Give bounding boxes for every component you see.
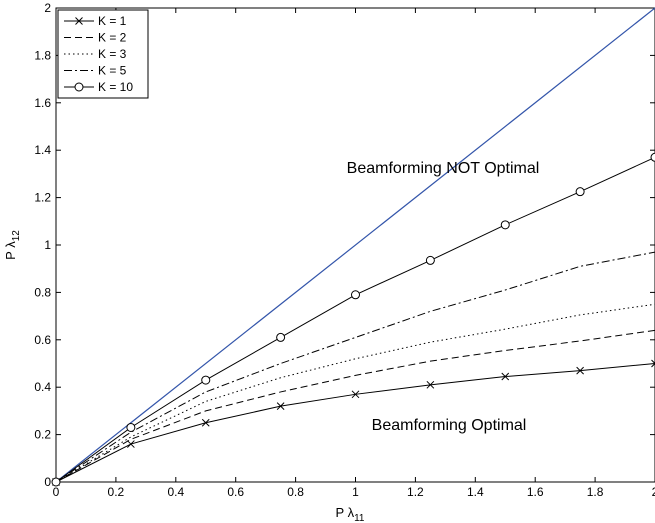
x-axis-label-subscript: 11 bbox=[354, 513, 365, 523]
x-tick-label: 0.2 bbox=[108, 485, 125, 499]
legend-marker bbox=[75, 17, 83, 25]
x-tick-label: 0.8 bbox=[287, 485, 304, 499]
data-point-marker bbox=[126, 422, 136, 432]
legend: K = 1 K = 2 K = 3 K = 5 K = 10 bbox=[57, 9, 149, 99]
x-tick-label: 1.2 bbox=[407, 485, 424, 499]
annotation-not-optimal: Beamforming NOT Optimal bbox=[347, 160, 540, 177]
legend-label: K = 5 bbox=[98, 64, 127, 78]
x-axis-label-main: P λ bbox=[336, 505, 355, 520]
data-point-marker bbox=[501, 372, 510, 381]
legend-label: K = 1 bbox=[98, 14, 127, 28]
data-point-marker bbox=[127, 440, 135, 448]
data-point-marker bbox=[201, 418, 210, 427]
axis-ticks: 0 0.2 0.4 0.6 0.8 1 1.2 1.4 1.6 1.8 2 0 0.2 0.4 0.6 0.8… bbox=[34, 1, 655, 499]
y-axis-label-main: P λ bbox=[3, 241, 18, 260]
data-point-marker bbox=[426, 380, 435, 389]
y-tick-label: 1.2 bbox=[34, 191, 51, 205]
x-tick-label: 0 bbox=[53, 485, 60, 499]
legend-items: K = 1 K = 2 K = 3 K = 5 K = 10 bbox=[64, 14, 133, 94]
data-point-marker bbox=[276, 332, 286, 342]
x-tick-label: 1 bbox=[352, 485, 359, 499]
data-point-marker bbox=[650, 152, 655, 162]
y-tick-label: 2 bbox=[44, 1, 51, 15]
data-point-marker bbox=[51, 477, 61, 487]
data-point-marker bbox=[351, 390, 360, 399]
y-tick-label: 1 bbox=[44, 238, 51, 252]
x-tick-label: 0.4 bbox=[167, 485, 184, 499]
reference-line bbox=[55, 7, 655, 483]
y-tick-label: 0.2 bbox=[34, 428, 51, 442]
series-line-k5 bbox=[55, 251, 655, 483]
legend-marker bbox=[74, 82, 84, 92]
legend-label: K = 3 bbox=[98, 47, 127, 61]
y-tick-label: 0.4 bbox=[34, 380, 51, 394]
data-point-marker bbox=[425, 255, 435, 265]
y-tick-label: 0 bbox=[44, 475, 51, 489]
annotation-optimal: Beamforming Optimal bbox=[372, 417, 527, 434]
series-line-k2 bbox=[55, 329, 655, 483]
y-tick-label: 1.6 bbox=[34, 96, 51, 110]
legend-label: K = 2 bbox=[98, 31, 127, 45]
data-point-marker bbox=[575, 187, 585, 197]
x-tick-label: 1.4 bbox=[467, 485, 484, 499]
legend-label: K = 10 bbox=[98, 80, 133, 94]
data-point-marker bbox=[651, 359, 655, 368]
y-axis-label-subscript: 12 bbox=[11, 230, 22, 242]
y-axis-label: P λ12 bbox=[3, 230, 22, 260]
y-tick-label: 0.6 bbox=[34, 333, 51, 347]
x-tick-label: 0.6 bbox=[227, 485, 244, 499]
x-tick-label: 2 bbox=[652, 485, 655, 499]
y-tick-label: 0.8 bbox=[34, 285, 51, 299]
x-tick-label: 1.6 bbox=[527, 485, 544, 499]
y-tick-label: 1.8 bbox=[34, 48, 51, 62]
y-tick-label: 1.4 bbox=[34, 143, 51, 157]
series-layer bbox=[51, 7, 655, 487]
data-point-marker bbox=[576, 366, 584, 375]
data-point-marker bbox=[500, 220, 510, 230]
data-point-marker bbox=[201, 375, 211, 385]
data-point-marker bbox=[276, 402, 285, 411]
x-axis-label: P λ11 bbox=[336, 505, 365, 523]
data-point-marker bbox=[351, 290, 360, 300]
x-tick-label: 1.8 bbox=[587, 485, 604, 499]
